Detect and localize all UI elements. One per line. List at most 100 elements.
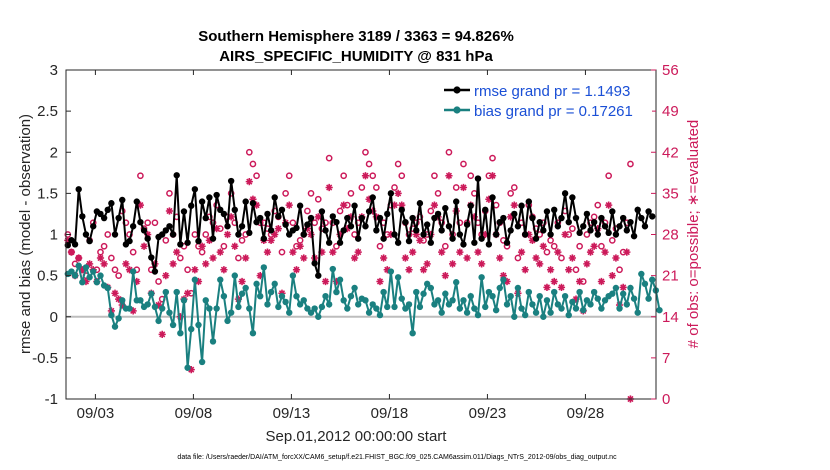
bias-point [416, 303, 424, 311]
evaluated-obs-point [194, 277, 203, 286]
bias-point [492, 306, 500, 314]
bias-point [166, 309, 173, 316]
possible-obs-point [456, 219, 464, 227]
y-tick-label: 2 [50, 144, 58, 161]
rmse-point [242, 198, 249, 205]
evaluated-obs-point [267, 236, 275, 244]
rmse-point [630, 232, 638, 240]
possible-obs-point [431, 172, 438, 180]
legend-rmse-marker [453, 86, 461, 94]
x-tick-label: 09/23 [469, 405, 507, 422]
bias-point [155, 317, 162, 325]
bias-point [616, 305, 623, 312]
bias-point [256, 292, 264, 300]
possible-obs-point [441, 242, 449, 250]
possible-obs-point [376, 242, 384, 250]
rmse-point [507, 227, 514, 234]
rmse-point [623, 227, 631, 234]
bias-point [612, 284, 620, 292]
bias-point [398, 295, 405, 302]
y-tick-label: 2.5 [37, 103, 58, 120]
bias-point [318, 303, 326, 311]
rmse-point [583, 210, 591, 218]
evaluated-obs-point [405, 266, 413, 274]
evaluated-obs-point [608, 272, 616, 280]
rmse-point [402, 218, 409, 226]
evaluated-obs-point [216, 248, 224, 256]
possible-obs-point [115, 272, 122, 279]
evaluated-obs-point [507, 213, 515, 221]
y-right-tick-label: 21 [662, 268, 679, 285]
possible-obs-point [111, 266, 119, 274]
possible-obs-point [569, 225, 576, 232]
possible-obs-point [510, 184, 518, 191]
possible-obs-point [108, 254, 115, 262]
evaluated-obs-point [427, 230, 435, 239]
bias-point [594, 295, 601, 302]
evaluated-obs-point [296, 242, 304, 250]
possible-obs-point [608, 237, 616, 244]
rmse-point [529, 214, 536, 222]
evaluated-obs-point [583, 260, 591, 268]
bias-point [525, 288, 533, 296]
bias-point [456, 305, 464, 312]
bias-point [420, 290, 427, 297]
rmse-point [547, 231, 554, 238]
rmse-point [111, 231, 119, 238]
rmse-point [278, 206, 286, 214]
rmse-point [380, 235, 387, 242]
bias-point [82, 264, 90, 271]
rmse-point [369, 194, 376, 201]
evaluated-obs-point [568, 254, 576, 262]
evaluated-obs-point [238, 277, 246, 286]
possible-obs-point [550, 242, 558, 250]
rmse-point [605, 229, 612, 237]
rmse-point [525, 198, 533, 205]
bias-point [191, 276, 199, 283]
bias-point [188, 325, 195, 333]
rmse-point [365, 208, 373, 215]
rmse-point [492, 231, 500, 238]
rmse-point [256, 214, 264, 222]
bias-point [275, 303, 282, 311]
possible-obs-point [605, 172, 613, 180]
bias-point [119, 297, 126, 304]
bias-point [315, 313, 322, 320]
evaluated-obs-point [133, 277, 141, 286]
possible-obs-point [129, 248, 137, 256]
bias-point [260, 264, 268, 271]
bias-point [460, 297, 467, 304]
rmse-point [151, 268, 159, 275]
bias-point [645, 295, 652, 302]
rmse-point [162, 227, 170, 234]
evaluated-obs-point [561, 230, 569, 239]
rmse-point [554, 223, 562, 230]
evaluated-obs-point [140, 242, 148, 250]
evaluated-obs-point [249, 195, 257, 203]
possible-obs-point [333, 242, 340, 250]
bias-point [638, 270, 645, 278]
y-tick-label: 3 [50, 62, 58, 79]
plot-content [64, 148, 663, 403]
bias-point [311, 305, 318, 312]
possible-obs-point [543, 248, 551, 256]
rmse-point [616, 223, 623, 230]
possible-obs-point [394, 160, 402, 168]
possible-obs-point [249, 160, 257, 168]
legend-box [438, 78, 652, 122]
possible-obs-point [362, 148, 369, 156]
bias-point [431, 301, 438, 308]
bias-point [365, 309, 373, 316]
bias-point [129, 268, 137, 275]
bias-point [463, 309, 471, 316]
bias-point [369, 301, 376, 308]
bias-point [619, 290, 627, 297]
bias-point [322, 292, 329, 300]
rmse-point [496, 218, 503, 226]
evaluated-obs-point [340, 201, 348, 209]
bias-point [300, 297, 307, 304]
rmse-point [482, 206, 489, 214]
evaluated-obs-point [554, 248, 562, 256]
bias-point [340, 297, 347, 304]
bias-point [246, 305, 253, 312]
